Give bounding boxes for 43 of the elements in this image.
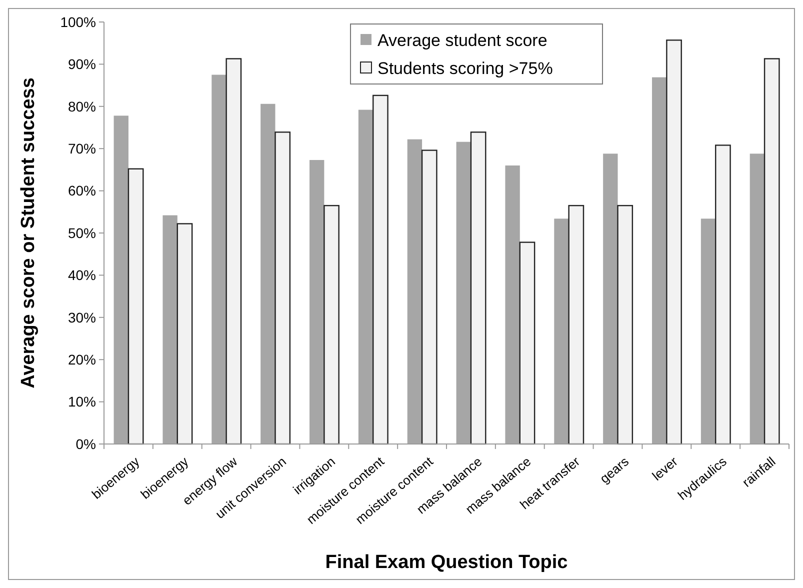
bar [700, 218, 716, 444]
y-tick-label: 60% [68, 182, 96, 199]
bar [310, 160, 324, 444]
bar [568, 204, 584, 445]
bar [764, 58, 780, 445]
bar [176, 223, 193, 445]
bar [212, 74, 226, 444]
bar [456, 142, 471, 444]
x-axis-title: Final Exam Question Topic [325, 552, 568, 573]
bar [128, 168, 144, 445]
bar [324, 204, 340, 445]
bar [470, 132, 486, 445]
y-tick-label: 10% [68, 394, 96, 410]
bar [715, 144, 731, 445]
bar [505, 165, 520, 444]
bar [617, 204, 634, 445]
y-tick-label: 80% [68, 98, 96, 114]
y-tick-label: 70% [68, 140, 96, 156]
bar [274, 132, 291, 445]
bar [226, 58, 242, 445]
bar [114, 116, 128, 444]
bar [750, 154, 765, 444]
y-tick-label: 50% [68, 224, 96, 241]
y-tick-label: 20% [68, 352, 96, 368]
legend-label: Students scoring >75% [378, 58, 553, 78]
bar [260, 104, 276, 444]
bar [603, 154, 618, 444]
bar [519, 242, 536, 445]
bar [407, 139, 422, 444]
bar [652, 77, 667, 444]
y-tick-label: 40% [68, 267, 96, 284]
bar [554, 218, 569, 444]
bar [162, 215, 178, 444]
bar [372, 94, 388, 445]
y-tick-label: 100% [60, 14, 96, 30]
y-tick-label: 30% [68, 309, 96, 326]
bar [421, 150, 438, 445]
legend-label: Average student score [378, 30, 548, 50]
y-tick-label: 90% [68, 56, 96, 72]
bar [666, 40, 682, 445]
y-tick-label: 0% [76, 436, 96, 452]
y-axis-title: Average score or Student success [18, 78, 39, 388]
bar [358, 110, 374, 444]
